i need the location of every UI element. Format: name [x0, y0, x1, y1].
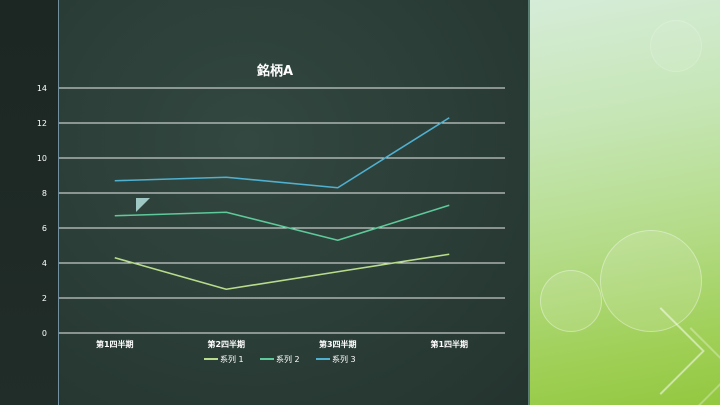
legend: 系列 1 系列 2 系列 3 [204, 354, 356, 364]
x-tick-label: 第2四半期 [207, 339, 245, 349]
legend-label: 系列 2 [276, 354, 300, 364]
y-tick-label: 6 [42, 224, 47, 233]
decorative-circle [650, 20, 702, 72]
legend-label: 系列 1 [220, 354, 244, 364]
left-divider [58, 0, 59, 405]
y-tick-label: 10 [37, 154, 47, 163]
chart-title: 銘柄A [256, 64, 294, 79]
triangle-marker-icon [136, 198, 150, 212]
y-tick-label: 0 [42, 329, 47, 338]
y-tick-label: 14 [37, 84, 47, 93]
series-line-3 [114, 117, 450, 189]
x-tick-label: 第3四半期 [319, 339, 357, 349]
left-strip [0, 0, 60, 405]
x-tick-label: 第1四半期 [430, 339, 468, 349]
series-line-2 [114, 204, 450, 242]
y-tick-label: 12 [37, 119, 47, 128]
decorative-green-panel [530, 0, 720, 405]
right-divider [528, 0, 530, 405]
decorative-circle [540, 270, 602, 332]
legend-label: 系列 3 [332, 354, 356, 364]
decorative-circle [600, 230, 702, 332]
x-axis-ticks: 第1四半期 第2四半期 第3四半期 第1四半期 [96, 339, 468, 349]
series-lines [114, 117, 450, 291]
y-tick-label: 8 [42, 189, 47, 198]
y-axis-ticks: 0 2 4 6 8 10 12 14 [37, 84, 47, 338]
series-line-1 [114, 253, 450, 291]
y-tick-label: 4 [42, 259, 47, 268]
x-tick-label: 第1四半期 [96, 339, 134, 349]
y-tick-label: 2 [42, 294, 47, 303]
